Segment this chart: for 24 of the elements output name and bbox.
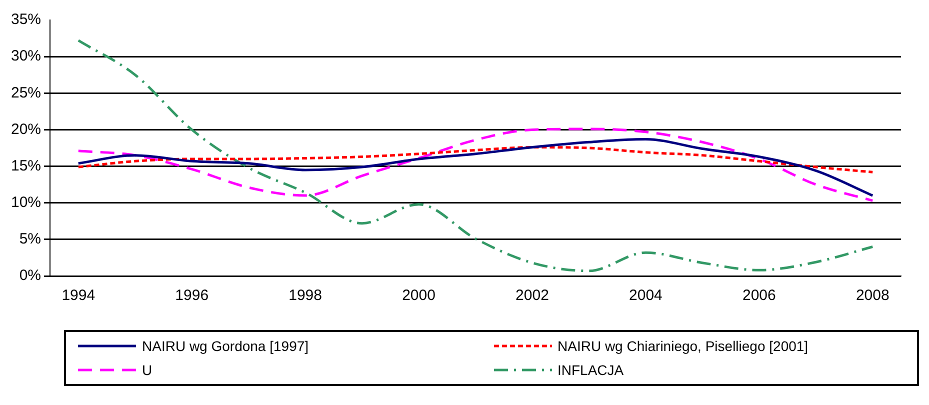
x-tick-label: 2006 — [742, 287, 776, 304]
line-series — [77, 39, 874, 272]
y-tick-label: 15% — [10, 157, 42, 174]
y-tick-label: 0% — [19, 267, 42, 284]
y-tick-label: 10% — [10, 194, 42, 211]
x-tick-label: 1994 — [62, 287, 96, 304]
x-tick-label: 2002 — [516, 287, 549, 304]
x-tick-label: 2008 — [856, 287, 890, 304]
y-tick-label: 35% — [10, 11, 42, 28]
line-series — [77, 128, 874, 202]
line-series — [77, 138, 874, 197]
line-series — [77, 146, 874, 174]
x-tick-label: 1998 — [288, 287, 322, 304]
y-tick-label: 30% — [10, 48, 42, 65]
x-tick-label: 2000 — [402, 287, 436, 304]
y-tick-label: 20% — [10, 120, 42, 138]
y-tick-label: 5% — [19, 230, 42, 248]
legend-label: NAIRU wg Gordona [1997] — [142, 338, 309, 354]
legend-label: INFLACJA — [558, 362, 624, 378]
legend-label: U — [142, 362, 152, 378]
x-tick-label: 2004 — [629, 287, 662, 304]
legend-label: NAIRU wg Chiariniego, Piselliego [2001] — [558, 338, 808, 354]
y-tick-label: 25% — [10, 84, 42, 102]
x-tick-label: 1996 — [175, 287, 209, 304]
